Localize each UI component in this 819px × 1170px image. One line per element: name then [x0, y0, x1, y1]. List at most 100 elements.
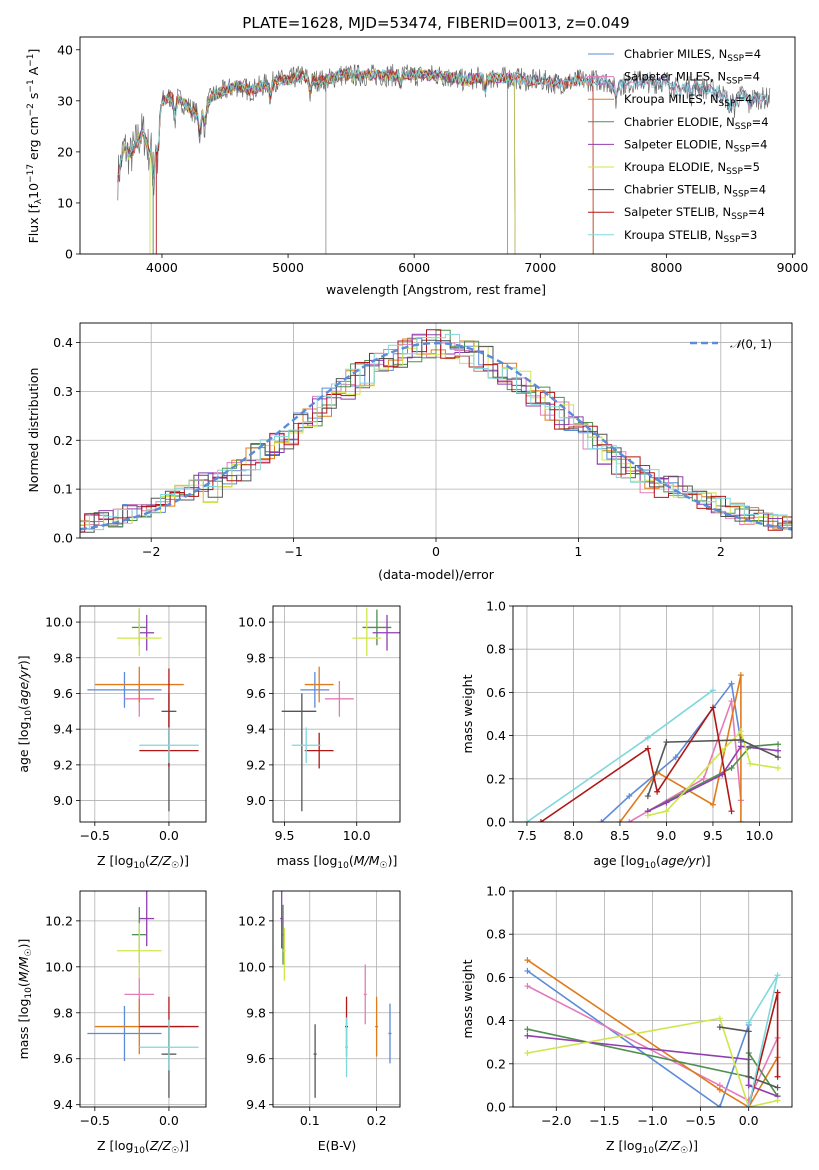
- z-weight-marker: [745, 1082, 752, 1089]
- z-weight-marker: [774, 1097, 781, 1104]
- label-part: age/yr: [16, 664, 31, 705]
- tick-label-x: 0.2: [367, 1113, 387, 1128]
- legend-label: Chabrier STELIB, NSSP=4: [624, 183, 766, 200]
- tick-label-x: −1: [284, 544, 302, 559]
- age-weight-line: [540, 705, 733, 822]
- label-part: Kroupa STELIB, N: [624, 228, 724, 242]
- age-weight-marker: [644, 812, 651, 819]
- tick-label-y: 0.2: [486, 771, 506, 786]
- legend-label: Kroupa ELODIE, NSSP=5: [624, 160, 760, 177]
- residual-histogram: [80, 346, 792, 526]
- age-weight-marker: [709, 687, 716, 694]
- age-weight-marker: [737, 736, 744, 743]
- tick-label-y: 0.4: [486, 1013, 506, 1028]
- tick-label-y: 0.2: [53, 433, 73, 448]
- z-weight-marker: [745, 1073, 752, 1080]
- tick-label-x: −2.0: [541, 1113, 571, 1128]
- age-weight-line: [647, 729, 779, 817]
- label-part: Flux [f: [26, 204, 41, 244]
- tick-label-y: 10.0: [45, 615, 73, 630]
- tick-label-y: 9.4: [53, 722, 73, 737]
- tick-label-x: 7.5: [517, 828, 537, 843]
- label-part: =4: [743, 70, 760, 84]
- label-part: Z [log: [606, 1138, 642, 1153]
- residual-histogram: [80, 329, 792, 533]
- label-part: ☉: [24, 948, 34, 956]
- residual-histogram: [80, 339, 792, 533]
- x-axis-label: mass [log10(M/M☉)]: [277, 853, 398, 871]
- legend: 𝒩(0, 1): [690, 337, 772, 351]
- tick-label-y: 0.0: [53, 531, 73, 546]
- tick-label-y: 9.4: [246, 1097, 266, 1112]
- label-part: 10: [24, 987, 34, 999]
- label-part: )]: [388, 853, 398, 868]
- label-part: =4: [751, 137, 768, 151]
- label-part: 10: [133, 861, 145, 871]
- tick-label-x: 0.1: [300, 1113, 320, 1128]
- tick-label-x: 7000: [524, 260, 556, 275]
- label-part: ☉: [171, 861, 179, 871]
- tick-label-x: 0.0: [159, 828, 179, 843]
- x-axis-label: (data-model)/error: [378, 567, 495, 582]
- label-part: SSP: [727, 54, 744, 64]
- z-weight-line: [747, 974, 779, 1107]
- plot-area: [87, 607, 199, 812]
- label-part: =4: [749, 183, 766, 197]
- model-spectrum-line: [117, 69, 594, 254]
- plot-area: [80, 329, 792, 535]
- tick-label-y: 9.0: [246, 793, 266, 808]
- label-part: (: [349, 853, 354, 868]
- label-part: erg cm: [26, 116, 41, 164]
- y-axis-label: Normed distribution: [26, 368, 41, 493]
- tick-label-y: 9.2: [246, 757, 266, 772]
- age-weight-marker: [654, 788, 661, 795]
- tick-label-y: 0.6: [486, 970, 506, 985]
- tick-label-y: 0.4: [486, 728, 506, 743]
- z-weight-marker: [524, 1032, 531, 1039]
- z-weight-marker: [524, 1050, 531, 1056]
- axes-frame: [512, 890, 793, 1108]
- tick-label-x: 1: [574, 544, 582, 559]
- legend-label: Salpeter ELODIE, NSSP=4: [624, 137, 767, 154]
- normal-curve: [80, 341, 792, 531]
- x-axis-label: wavelength [Angstrom, rest frame]: [326, 282, 546, 297]
- label-part: )]: [179, 1138, 189, 1153]
- axes-frame: [79, 605, 207, 823]
- label-part: 10: [24, 710, 34, 722]
- age-weight-marker: [728, 680, 735, 687]
- label-part: Chabrier ELODIE, N: [624, 115, 735, 129]
- legend-label: 𝒩(0, 1): [730, 337, 772, 351]
- residual-histogram: [80, 333, 792, 531]
- label-part: 10: [645, 861, 657, 871]
- label-part: SSP: [726, 77, 743, 87]
- label-part: −1: [26, 79, 36, 92]
- label-part: 10: [642, 1146, 654, 1156]
- age-weight-marker: [523, 819, 530, 822]
- z-age: −0.5 0.09.09.29.49.69.810.0Z [log10(Z/Z☉)…: [16, 605, 207, 871]
- z-weight-marker: [774, 1073, 781, 1080]
- age-weight-marker: [775, 765, 782, 771]
- label-part: age [log: [16, 721, 31, 772]
- x-axis-label: Z [log10(Z/Z☉)]: [97, 1138, 189, 1156]
- label-part: Kroupa ELODIE, N: [624, 160, 726, 174]
- legend-label: Kroupa MILES, NSSP=4: [624, 92, 752, 109]
- label-part: SSP: [734, 144, 751, 154]
- tick-label-x: 10.0: [746, 828, 774, 843]
- plot-area: [524, 957, 781, 1107]
- tick-label-x: 0: [432, 544, 440, 559]
- label-part: (: [16, 705, 31, 710]
- tick-label-y: 40: [57, 42, 73, 57]
- z-weight-marker: [524, 983, 531, 990]
- label-part: Z [log: [97, 1138, 133, 1153]
- tick-label-y: 0.0: [486, 815, 506, 830]
- label-part: age [log: [593, 853, 644, 868]
- tick-label-y: 9.6: [53, 1051, 73, 1066]
- tick-label-y: 0.4: [53, 335, 73, 350]
- label-part: Z/Z: [658, 1138, 681, 1153]
- label-part: −1: [26, 54, 36, 67]
- tick-label-y: 9.8: [246, 1005, 266, 1020]
- label-part: =4: [744, 47, 761, 61]
- mass-age: 9.5 10.0 9.0 9.2 9.4 9.6 9.8 10.0 mass [log10(M/…: [238, 605, 401, 871]
- tick-label-y: 20: [57, 144, 73, 159]
- tick-label-x: −0.5: [685, 1113, 715, 1128]
